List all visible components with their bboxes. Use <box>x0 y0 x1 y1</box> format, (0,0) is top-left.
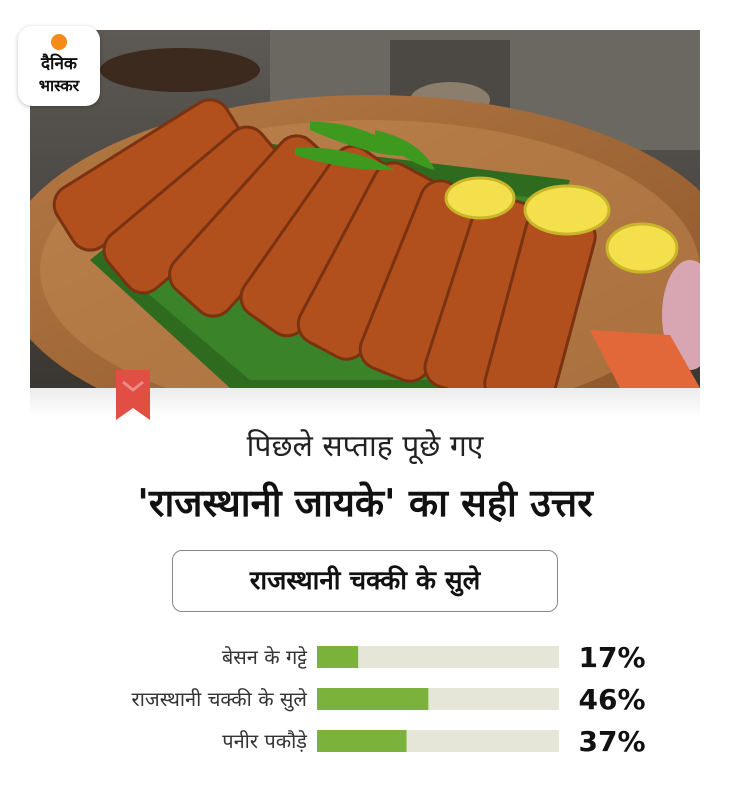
category-label: पनीर पकौड़े <box>222 729 307 753</box>
category-label: बेसन के गट्टे <box>222 645 307 669</box>
bar-track <box>317 646 559 668</box>
brand-logo: दैनिक भास्कर <box>18 26 100 106</box>
value-label: 17% <box>578 641 645 674</box>
correct-answer-box: राजस्थानी चक्की के सुले <box>172 550 558 612</box>
food-photo-illustration <box>30 30 700 388</box>
category-label: राजस्थानी चक्की के सुले <box>132 687 308 712</box>
heading-subtitle: पिछले सप्ताह पूछे गए <box>246 429 484 464</box>
logo-line-2: भास्कर <box>38 76 80 95</box>
bar <box>317 730 407 752</box>
bar <box>317 646 359 668</box>
logo-line-1: दैनिक <box>41 54 77 74</box>
value-label: 37% <box>578 725 645 758</box>
value-label: 46% <box>578 683 645 716</box>
correct-answer-text: राजस्थानी चक्की के सुले <box>249 566 481 596</box>
logo-sun-icon <box>51 34 67 50</box>
heading-title: 'राजस्थानी जायके' का सही उत्तर <box>137 481 593 525</box>
bar <box>317 688 429 710</box>
ribbon-marker-icon <box>116 370 150 420</box>
food-photo <box>30 30 700 388</box>
poll-results-chart: बेसन के गट्टे 17% राजस्थानी चक्की के सुले 4… <box>132 641 646 758</box>
